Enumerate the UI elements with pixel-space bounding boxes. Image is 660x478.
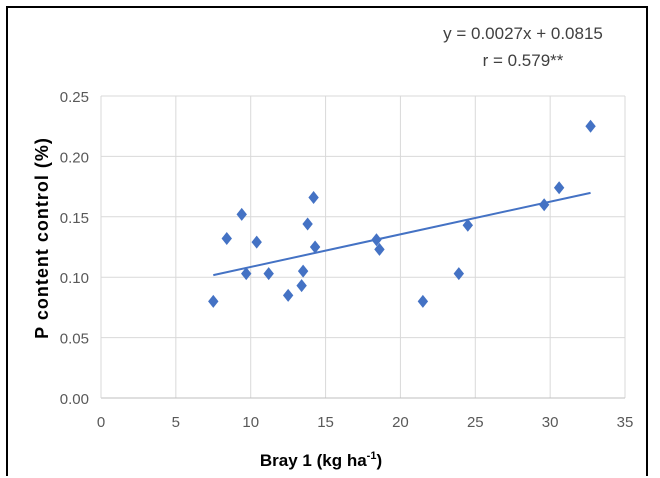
x-tick-label: 5 <box>172 414 180 431</box>
data-point <box>296 279 307 293</box>
y-tick-label: 0.25 <box>60 89 89 106</box>
data-point <box>241 267 252 281</box>
data-point <box>308 190 319 204</box>
tick-labels: 0.00 0.05 0.10 0.15 0.20 0.25 0 5 10 15 20 25 30 35 <box>60 89 634 431</box>
correlation-label: r = 0.579** <box>483 51 564 70</box>
x-tick-label: 0 <box>97 414 105 431</box>
data-point <box>553 181 565 195</box>
chart-frame: 0.00 0.05 0.10 0.15 0.20 0.25 0 5 10 15 20 25 30 35 y… <box>6 6 648 476</box>
trendline-equation: y = 0.0027x + 0.0815 <box>443 24 603 43</box>
data-point <box>374 242 385 256</box>
scatter-chart: 0.00 0.05 0.10 0.15 0.20 0.25 0 5 10 15 20 25 30 35 y… <box>32 24 634 470</box>
data-point <box>282 288 294 302</box>
x-axis-label-main: Bray 1 (kg ha <box>260 451 367 470</box>
data-point <box>417 294 429 308</box>
x-tick-label: 25 <box>467 414 484 431</box>
data-point <box>538 198 550 212</box>
y-axis-label: P content control (%) <box>32 137 52 339</box>
data-point <box>297 264 309 278</box>
x-tick-label: 20 <box>392 414 409 431</box>
x-axis-label-suffix: ) <box>376 451 382 470</box>
y-tick-label: 0.15 <box>60 210 89 227</box>
x-tick-label: 10 <box>242 414 259 431</box>
data-point <box>371 233 382 247</box>
axis-layer <box>100 96 625 399</box>
x-tick-label: 15 <box>317 414 334 431</box>
y-tick-label: 0.10 <box>60 270 89 287</box>
data-point <box>208 294 219 308</box>
data-point <box>585 119 596 133</box>
data-points <box>208 119 596 308</box>
data-point <box>251 235 262 249</box>
x-axis-label: Bray 1 (kg ha-1) <box>260 450 382 470</box>
data-point <box>453 267 465 281</box>
y-tick-label: 0.05 <box>60 331 89 348</box>
x-tick-label: 30 <box>542 414 559 431</box>
trendline <box>213 191 591 277</box>
trendline-layer <box>213 191 591 277</box>
x-axis-label-sup: -1 <box>367 450 377 462</box>
data-point <box>236 207 247 221</box>
grid-layer <box>101 95 626 398</box>
data-point <box>221 232 232 246</box>
data-point <box>309 240 321 254</box>
y-tick-label: 0.00 <box>60 391 89 408</box>
data-point <box>263 267 274 281</box>
data-point <box>462 218 473 232</box>
y-tick-label: 0.20 <box>60 149 89 166</box>
x-tick-label: 35 <box>617 414 634 431</box>
data-point <box>302 217 313 231</box>
